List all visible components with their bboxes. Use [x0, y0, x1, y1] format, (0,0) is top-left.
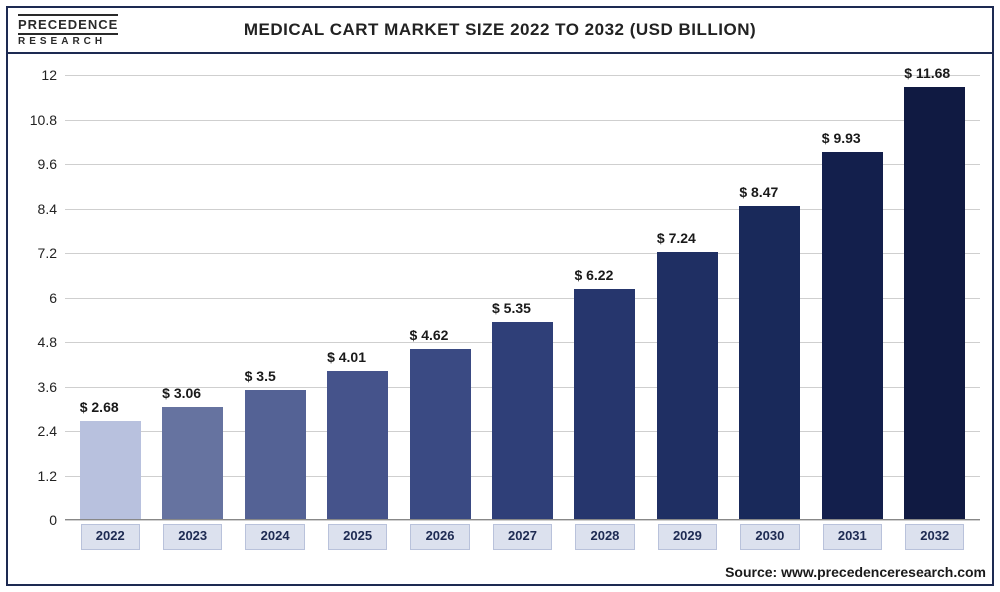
bar-slot: $ 7.24 [646, 75, 728, 520]
bar-slot: $ 4.62 [399, 75, 481, 520]
x-axis-line [65, 519, 980, 520]
plot-area: 01.22.43.64.867.28.49.610.812 $ 2.68$ 3.… [65, 75, 980, 520]
logo-text-top: PRECEDENCE [18, 14, 118, 35]
bar: $ 9.93 [822, 152, 883, 520]
x-label-box: 2030 [729, 524, 811, 550]
bars-container: $ 2.68 $ 3.06 $ 3.5 $ 4.01 $ 4.62 $ 5.35 $ 6.2… [65, 75, 980, 520]
y-tick-label: 8.4 [17, 201, 57, 217]
x-label: 2026 [410, 524, 469, 550]
bar-slot: $ 6.22 [564, 75, 646, 520]
value-label: $ 5.35 [492, 300, 531, 316]
bar: $ 5.35 [492, 322, 553, 520]
bar-slot: $ 3.5 [234, 75, 316, 520]
y-tick-label: 7.2 [17, 245, 57, 261]
value-label: $ 9.93 [822, 130, 861, 146]
x-label-box: 2026 [399, 524, 481, 550]
value-label: $ 4.62 [410, 327, 449, 343]
x-label-box: 2028 [564, 524, 646, 550]
bar-slot: $ 3.06 [151, 75, 233, 520]
source-text: Source: www.precedenceresearch.com [725, 564, 986, 580]
value-label: $ 4.01 [327, 349, 366, 365]
chart-title: MEDICAL CART MARKET SIZE 2022 TO 2032 (U… [158, 20, 992, 40]
bar: $ 4.01 [327, 371, 388, 520]
value-label: $ 3.06 [162, 385, 201, 401]
value-label: $ 6.22 [574, 267, 613, 283]
x-label: 2027 [493, 524, 552, 550]
x-label-box: 2022 [69, 524, 151, 550]
logo: PRECEDENCE RESEARCH [8, 8, 158, 53]
bar: $ 3.5 [245, 390, 306, 520]
x-label-box: 2029 [646, 524, 728, 550]
x-label-box: 2025 [316, 524, 398, 550]
x-label: 2025 [328, 524, 387, 550]
value-label: $ 7.24 [657, 230, 696, 246]
grid-line [65, 520, 980, 521]
x-label: 2032 [905, 524, 964, 550]
logo-text-bottom: RESEARCH [18, 36, 148, 47]
bar: $ 8.47 [739, 206, 800, 520]
y-tick-label: 4.8 [17, 334, 57, 350]
x-label-box: 2027 [481, 524, 563, 550]
x-label-box: 2023 [151, 524, 233, 550]
x-label: 2031 [823, 524, 882, 550]
x-label: 2030 [740, 524, 799, 550]
value-label: $ 11.68 [904, 65, 950, 81]
bar-slot: $ 2.68 [69, 75, 151, 520]
x-label-box: 2024 [234, 524, 316, 550]
value-label: $ 3.5 [245, 368, 276, 384]
x-label: 2028 [575, 524, 634, 550]
bar-slot: $ 8.47 [729, 75, 811, 520]
y-tick-label: 9.6 [17, 156, 57, 172]
bar-slot: $ 9.93 [811, 75, 893, 520]
x-label: 2023 [163, 524, 222, 550]
bar-slot: $ 5.35 [481, 75, 563, 520]
header: PRECEDENCE RESEARCH MEDICAL CART MARKET … [8, 8, 992, 54]
bar: $ 6.22 [574, 289, 635, 520]
y-tick-label: 2.4 [17, 423, 57, 439]
x-label: 2024 [245, 524, 304, 550]
x-label-box: 2032 [894, 524, 976, 550]
y-tick-label: 1.2 [17, 468, 57, 484]
bar: $ 3.06 [162, 407, 223, 520]
x-label-box: 2031 [811, 524, 893, 550]
y-tick-label: 3.6 [17, 379, 57, 395]
x-label: 2029 [658, 524, 717, 550]
y-tick-label: 6 [17, 290, 57, 306]
bar: $ 4.62 [410, 349, 471, 520]
bar: $ 2.68 [80, 421, 141, 520]
y-tick-label: 0 [17, 512, 57, 528]
bar: $ 7.24 [657, 252, 718, 520]
x-label: 2022 [81, 524, 140, 550]
x-axis-labels: 2022 2023 2024 2025 2026 2027 2028 2029 2030 2031… [65, 524, 980, 550]
bar-slot: $ 4.01 [316, 75, 398, 520]
value-label: $ 2.68 [80, 399, 119, 415]
bar-slot: $ 11.68 [894, 75, 976, 520]
y-tick-label: 12 [17, 67, 57, 83]
value-label: $ 8.47 [739, 184, 778, 200]
bar: $ 11.68 [904, 87, 965, 520]
y-tick-label: 10.8 [17, 112, 57, 128]
